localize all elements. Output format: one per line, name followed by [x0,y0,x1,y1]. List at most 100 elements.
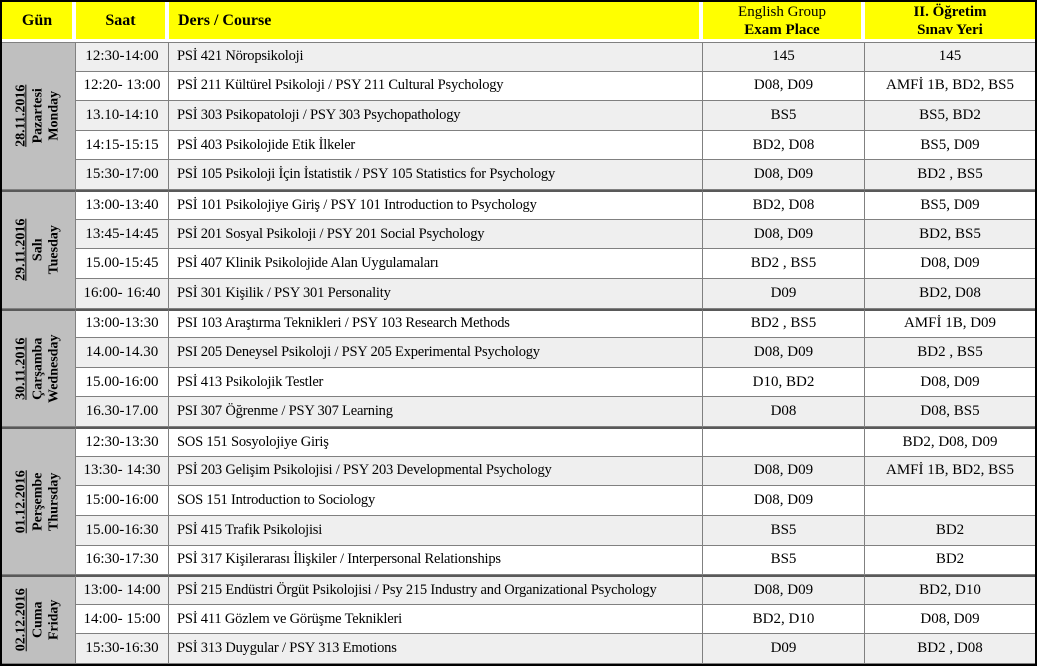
header-english-group-line2: Exam Place [744,21,820,38]
day-name-turkish: Perşembe [30,472,46,531]
time-cell-text: 14:00- 15:00 [83,610,161,627]
time-cell-text: 15:30-17:00 [85,166,159,183]
course-cell: SOS 151 Sosyolojiye Giriş [169,427,703,457]
time-cell-text: 13:00- 14:00 [83,581,161,598]
course-cell: SOS 151 Introduction to Sociology [169,486,703,516]
header-cell-saat: Saat [76,2,169,42]
course-cell-text: PSİ 317 Kişilerarası İlişkiler / Interpe… [177,551,501,568]
english-place-cell-text: D08, D09 [753,581,814,598]
time-cell: 12:30-14:00 [76,42,169,72]
header-english-group-line1: English Group [738,3,826,20]
ogretim-place-cell-text: BD2, D08 [919,284,981,301]
english-place-cell-text: BS5 [770,551,797,568]
ogretim-place-cell-text: BD2 [935,551,965,568]
day-group-rotated-text: 02.12.2016 Cuma Friday [14,589,64,652]
header-gun-label: Gün [21,11,53,29]
time-cell-text: 15.00-16:30 [85,521,159,538]
english-place-cell-text: D08, D09 [753,343,814,360]
time-cell-text: 14:15-15:15 [85,136,159,153]
header-course-label: Ders / Course [178,11,272,29]
english-place-cell: BD2, D08 [703,190,865,220]
time-cell: 16.30-17.00 [76,397,169,428]
ogretim-place-cell-text: 145 [938,48,962,65]
course-cell-text: PSI 103 Araştırma Teknikleri / PSY 103 R… [177,315,510,332]
english-place-cell: D08, D09 [703,486,865,516]
course-cell-text: PSİ 301 Kişilik / PSY 301 Personality [177,284,391,301]
english-place-cell-text: BD2, D08 [752,196,815,213]
english-place-cell: 145 [703,42,865,72]
day-group-rotated-text: 29.11.2016 Salı Tuesday [14,219,64,281]
time-cell-text: 15:00-16:00 [85,492,159,509]
time-cell: 12:30-13:30 [76,427,169,457]
course-cell-text: PSİ 413 Psikolojik Testler [177,373,324,390]
day-group-label: 01.12.2016 Perşembe Thursday [2,427,76,576]
ogretim-place-cell-text: D08, BS5 [920,403,980,420]
header-saat-label: Saat [105,11,136,29]
ogretim-place-cell: D08, D09 [865,367,1035,398]
day-date: 28.11.2016 [13,84,29,148]
english-place-cell: D08, D09 [703,71,865,102]
ogretim-place-cell-text: D08, D09 [920,255,980,272]
day-group-rotated-text: 30.11.2016 Çarşamba Wednesday [14,334,64,402]
ogretim-place-cell: D08, BS5 [865,397,1035,428]
course-cell: PSİ 201 Sosyal Psikoloji / PSY 201 Socia… [169,219,703,250]
ogretim-place-cell-text: BD2 [935,521,965,538]
day-date: 02.12.2016 [13,588,29,652]
header-cell-gun: Gün [2,2,76,42]
day-group-rotated-text: 01.12.2016 Perşembe Thursday [14,470,64,533]
time-cell: 15:30-16:30 [76,634,169,664]
english-place-cell-text: D08, D09 [753,225,814,242]
course-cell: PSI 103 Araştırma Teknikleri / PSY 103 R… [169,308,703,339]
ogretim-place-cell: 145 [865,42,1035,72]
course-cell: PSİ 105 Psikoloji İçin İstatistik / PSY … [169,160,703,191]
course-cell-text: PSİ 303 Psikopatoloji / PSY 303 Psychopa… [177,107,461,124]
ogretim-place-cell-text: BD2, BS5 [919,225,981,242]
day-group-label: 29.11.2016 Salı Tuesday [2,190,76,309]
day-name-english: Friday [46,599,62,641]
time-cell-text: 15.00-15:45 [85,255,159,272]
english-place-cell: D09 [703,278,865,309]
course-cell-text: PSİ 203 Gelişim Psikolojisi / PSY 203 De… [177,462,552,479]
english-place-cell-text: D08, D09 [753,77,814,94]
ogretim-place-cell-text: AMFİ 1B, D09 [903,315,997,332]
course-cell: PSİ 303 Psikopatoloji / PSY 303 Psychopa… [169,101,703,131]
time-cell-text: 16.30-17.00 [85,403,159,420]
english-place-cell-text: BS5 [770,107,797,124]
english-place-cell: BD2, D10 [703,604,865,635]
ogretim-place-cell: BD2, D10 [865,575,1035,605]
course-cell-text: PSİ 403 Psikolojide Etik İlkeler [177,136,356,153]
english-place-cell-text: BS5 [770,521,797,538]
time-cell-text: 15:30-16:30 [85,640,159,657]
course-cell: PSİ 301 Kişilik / PSY 301 Personality [169,278,703,309]
english-place-cell-text: BD2, D10 [752,610,815,627]
course-cell: PSI 205 Deneysel Psikoloji / PSY 205 Exp… [169,338,703,368]
ogretim-place-cell-text: AMFİ 1B, BD2, BS5 [886,462,1014,479]
english-place-cell-text: D08 [770,403,797,420]
course-cell-text: PSİ 201 Sosyal Psikoloji / PSY 201 Socia… [177,225,485,242]
time-cell: 14:00- 15:00 [76,604,169,635]
course-cell: PSİ 403 Psikolojide Etik İlkeler [169,130,703,161]
header-ogretim-line2: Sınav Yeri [917,21,983,38]
english-place-cell-text: D09 [770,640,797,657]
time-cell-text: 14.00-14.30 [85,343,159,360]
english-place-cell: BD2 , BS5 [703,249,865,279]
course-cell: PSİ 411 Gözlem ve Görüşme Teknikleri [169,604,703,635]
ogretim-place-cell: BD2, D08, D09 [865,427,1035,457]
ogretim-place-cell: BS5, BD2 [865,101,1035,131]
time-cell: 15.00-16:30 [76,515,169,546]
time-cell: 15.00-16:00 [76,367,169,398]
course-cell: PSI 307 Öğrenme / PSY 307 Learning [169,397,703,428]
time-cell: 14:15-15:15 [76,130,169,161]
course-cell-text: PSİ 101 Psikolojiye Giriş / PSY 101 Intr… [177,196,537,213]
ogretim-place-cell: BS5, D09 [865,190,1035,220]
header-cell-ogretim: II. Öğretim Sınav Yeri [865,2,1035,42]
course-cell: PSİ 317 Kişilerarası İlişkiler / Interpe… [169,545,703,576]
english-place-cell: D08, D09 [703,338,865,368]
course-cell-text: PSİ 313 Duygular / PSY 313 Emotions [177,640,397,657]
course-cell-text: PSİ 411 Gözlem ve Görüşme Teknikleri [177,610,402,627]
english-place-cell: D08, D09 [703,456,865,487]
day-group-label: 30.11.2016 Çarşamba Wednesday [2,308,76,428]
course-cell-text: PSİ 215 Endüstri Örgüt Psikolojisi / Psy… [177,581,657,598]
day-name-english: Wednesday [46,334,62,403]
ogretim-place-cell: AMFİ 1B, BD2, BS5 [865,71,1035,102]
